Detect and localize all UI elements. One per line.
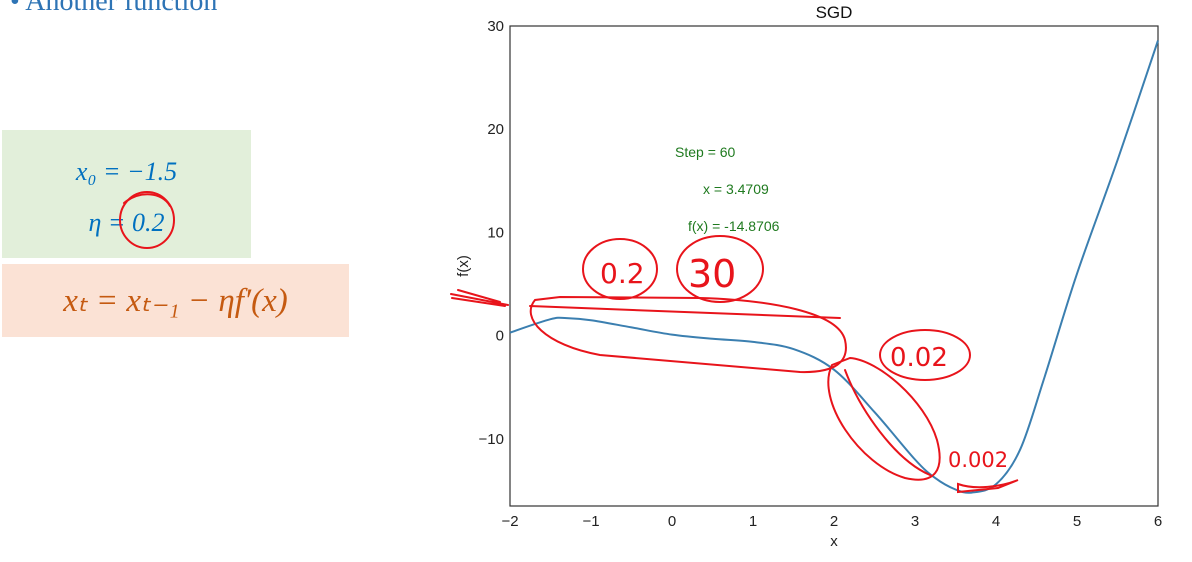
ink-annotations — [119, 191, 1019, 494]
ink-circle-eta — [119, 191, 175, 249]
update-rule-box: xₜ = xₜ₋₁ − ηf′(x) — [2, 264, 349, 337]
ink-loop-low-slope — [529, 295, 847, 374]
y-tick-label: 20 — [487, 121, 504, 138]
y-tick-label: 0 — [496, 328, 504, 345]
ink-loop-steep — [827, 356, 941, 481]
slide-heading: • Another function — [10, 0, 218, 17]
x-tick-label: 2 — [830, 513, 838, 530]
chart-title: SGD — [816, 3, 853, 22]
function-curve — [509, 40, 1159, 494]
ink-text-lr3: 0.002 — [948, 448, 1008, 472]
initial-x-label: x₀ = −1.5 — [75, 157, 178, 186]
ink-arrow — [450, 289, 509, 307]
ink-scribble-eta — [123, 193, 171, 207]
annotation-fx: f(x) = -14.8706 — [688, 218, 780, 234]
ink-line-top — [529, 305, 841, 319]
update-rule-formula: xₜ = xₜ₋₁ − ηf′(x) — [63, 283, 288, 319]
ink-inner-line — [844, 369, 931, 476]
y-axis-label: f(x) — [455, 255, 472, 277]
parameter-box: x₀ = −1.5 η = 0.2 — [2, 130, 251, 258]
plot-frame — [509, 25, 1159, 507]
ink-text-lr2: 0.02 — [890, 343, 948, 373]
x-tick-label: −2 — [501, 513, 518, 530]
y-tick-label: 30 — [487, 18, 504, 35]
learning-rate-label: η = 0.2 — [88, 208, 165, 237]
y-tick-label: 10 — [487, 224, 504, 241]
ink-bottom-mark — [957, 479, 1019, 494]
x-tick-label: 5 — [1073, 513, 1081, 530]
ink-text-steps: 30 — [688, 252, 736, 296]
ink-circle-lr2 — [879, 329, 971, 381]
x-tick-label: −1 — [582, 513, 599, 530]
ink-circle-steps — [676, 235, 764, 303]
x-tick-label: 1 — [749, 513, 757, 530]
annotation-x: x = 3.4709 — [703, 181, 769, 197]
x-tick-label: 4 — [992, 513, 1000, 530]
x-tick-label: 6 — [1154, 513, 1162, 530]
ink-circle-lr — [582, 238, 658, 300]
x-tick-label: 0 — [668, 513, 676, 530]
x-axis-label: x — [830, 533, 838, 550]
x-tick-label: 3 — [911, 513, 919, 530]
annotation-step: Step = 60 — [675, 144, 736, 160]
y-tick-label: −10 — [479, 431, 504, 448]
ink-text-lr: 0.2 — [600, 257, 645, 290]
